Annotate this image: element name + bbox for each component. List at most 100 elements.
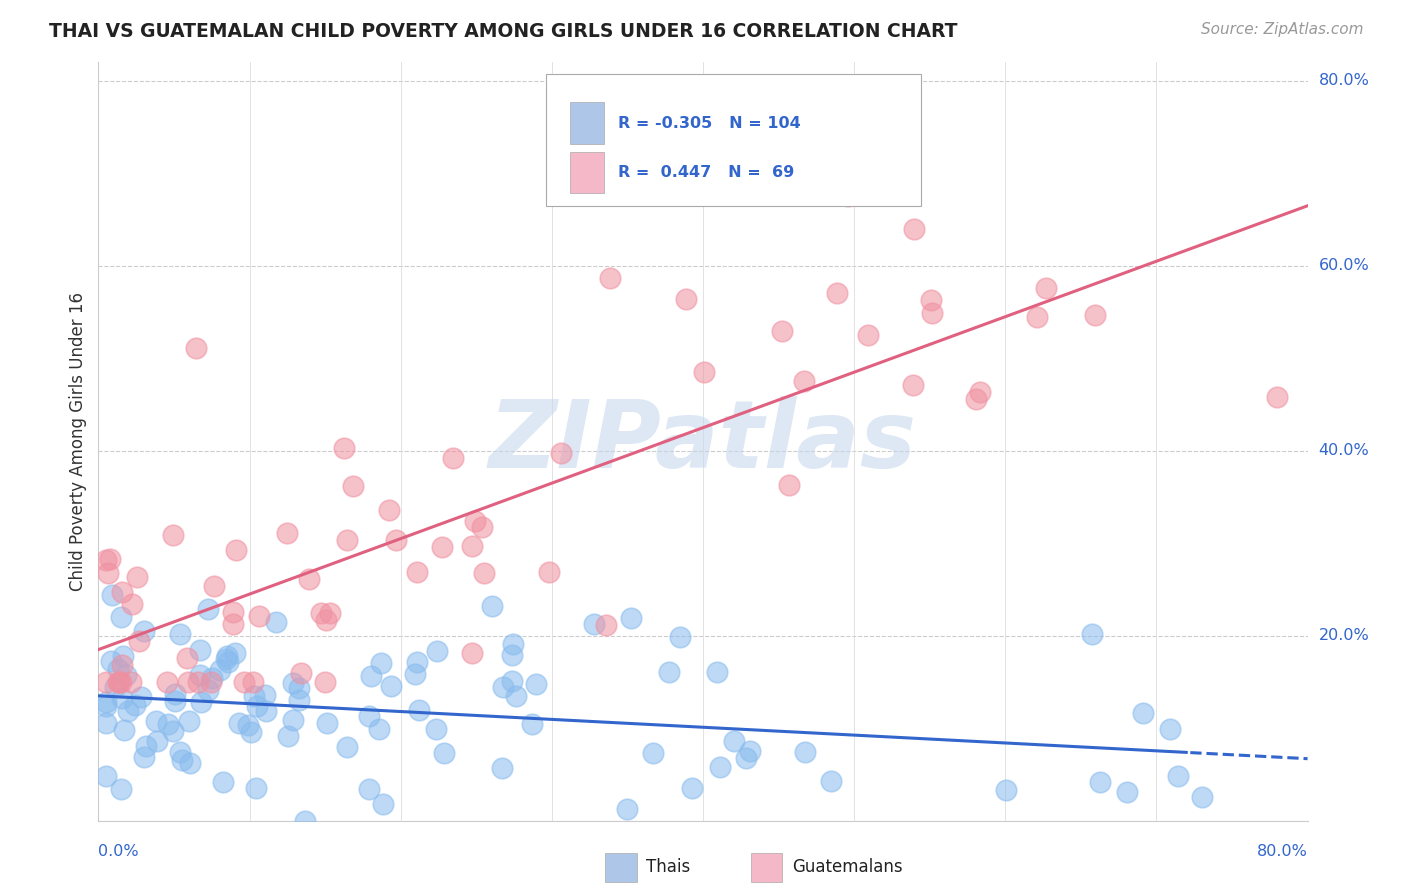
Point bbox=[1191, 790, 1213, 805]
Point bbox=[432, 540, 454, 554]
Point bbox=[380, 679, 402, 693]
Point bbox=[112, 723, 135, 738]
Point bbox=[311, 607, 333, 621]
Point bbox=[294, 814, 316, 828]
Point bbox=[179, 756, 201, 770]
Point bbox=[188, 642, 211, 657]
Point bbox=[200, 675, 222, 690]
Y-axis label: Child Poverty Among Girls Under 16: Child Poverty Among Girls Under 16 bbox=[69, 292, 87, 591]
Point bbox=[1159, 723, 1181, 737]
Point bbox=[288, 693, 311, 707]
Point bbox=[101, 588, 124, 602]
Point bbox=[472, 566, 495, 580]
Text: THAI VS GUATEMALAN CHILD POVERTY AMONG GIRLS UNDER 16 CORRELATION CHART: THAI VS GUATEMALAN CHILD POVERTY AMONG G… bbox=[49, 22, 957, 41]
Point bbox=[111, 648, 134, 663]
Point bbox=[233, 675, 256, 690]
Point bbox=[135, 739, 157, 753]
Point bbox=[595, 618, 617, 632]
Point bbox=[208, 663, 231, 677]
Text: 20.0%: 20.0% bbox=[1319, 628, 1369, 643]
Point bbox=[110, 675, 132, 690]
Point bbox=[94, 769, 117, 783]
Point bbox=[97, 566, 120, 580]
Point bbox=[461, 646, 484, 660]
Point bbox=[359, 708, 381, 723]
Point bbox=[856, 327, 879, 342]
Text: 60.0%: 60.0% bbox=[1319, 259, 1369, 273]
Point bbox=[94, 695, 117, 709]
Bar bbox=[569, 103, 603, 144]
Point bbox=[162, 527, 184, 541]
Point bbox=[94, 675, 117, 690]
Point bbox=[156, 675, 179, 690]
Text: Guatemalans: Guatemalans bbox=[792, 858, 903, 877]
Point bbox=[723, 734, 745, 748]
Point bbox=[104, 680, 127, 694]
Point bbox=[134, 750, 156, 764]
Point bbox=[425, 722, 447, 736]
Point bbox=[461, 539, 484, 553]
Point bbox=[157, 717, 180, 731]
Point bbox=[793, 374, 815, 388]
Point bbox=[197, 683, 219, 698]
Text: ZIPatlas: ZIPatlas bbox=[489, 395, 917, 488]
Point bbox=[681, 781, 703, 796]
Text: Thais: Thais bbox=[647, 858, 690, 877]
Point bbox=[283, 675, 305, 690]
Point bbox=[94, 553, 117, 567]
Point bbox=[163, 687, 186, 701]
Text: R = -0.305   N = 104: R = -0.305 N = 104 bbox=[619, 116, 801, 130]
Point bbox=[131, 690, 153, 704]
Point bbox=[820, 773, 842, 788]
Point bbox=[169, 745, 191, 759]
Point bbox=[706, 665, 728, 680]
Point bbox=[1084, 308, 1107, 322]
Point bbox=[406, 565, 429, 579]
Text: 0.0%: 0.0% bbox=[98, 844, 139, 859]
Point bbox=[264, 615, 287, 629]
Point bbox=[501, 648, 523, 663]
Point bbox=[404, 667, 426, 681]
Point bbox=[176, 651, 198, 665]
Point bbox=[215, 649, 238, 664]
Point bbox=[124, 698, 146, 712]
Point bbox=[110, 609, 132, 624]
Point bbox=[342, 479, 364, 493]
Point bbox=[228, 716, 250, 731]
Point bbox=[276, 526, 298, 541]
Point bbox=[837, 188, 859, 202]
Point bbox=[370, 657, 392, 671]
Point bbox=[146, 733, 169, 747]
Point bbox=[94, 699, 117, 714]
Point bbox=[336, 533, 359, 547]
Point bbox=[281, 713, 304, 727]
Point bbox=[315, 716, 337, 731]
Point bbox=[121, 597, 143, 611]
Point bbox=[969, 385, 991, 400]
Point bbox=[253, 688, 276, 702]
Point bbox=[1035, 281, 1057, 295]
Point bbox=[127, 570, 149, 584]
Point bbox=[491, 680, 513, 694]
Point bbox=[162, 723, 184, 738]
Point bbox=[441, 450, 464, 465]
Point bbox=[242, 675, 264, 690]
Point bbox=[502, 637, 524, 651]
Point bbox=[201, 672, 224, 686]
Point bbox=[202, 578, 225, 592]
Point bbox=[236, 718, 259, 732]
Point bbox=[520, 717, 543, 731]
Point bbox=[254, 704, 277, 718]
Point bbox=[408, 703, 430, 717]
Point bbox=[222, 605, 245, 619]
Point bbox=[501, 673, 523, 688]
Text: Source: ZipAtlas.com: Source: ZipAtlas.com bbox=[1201, 22, 1364, 37]
Point bbox=[224, 646, 246, 660]
Point bbox=[128, 633, 150, 648]
Point bbox=[246, 698, 269, 713]
Point bbox=[827, 285, 849, 300]
Point bbox=[188, 668, 211, 682]
Point bbox=[243, 689, 266, 703]
Bar bbox=[751, 854, 782, 881]
Point bbox=[373, 797, 395, 812]
